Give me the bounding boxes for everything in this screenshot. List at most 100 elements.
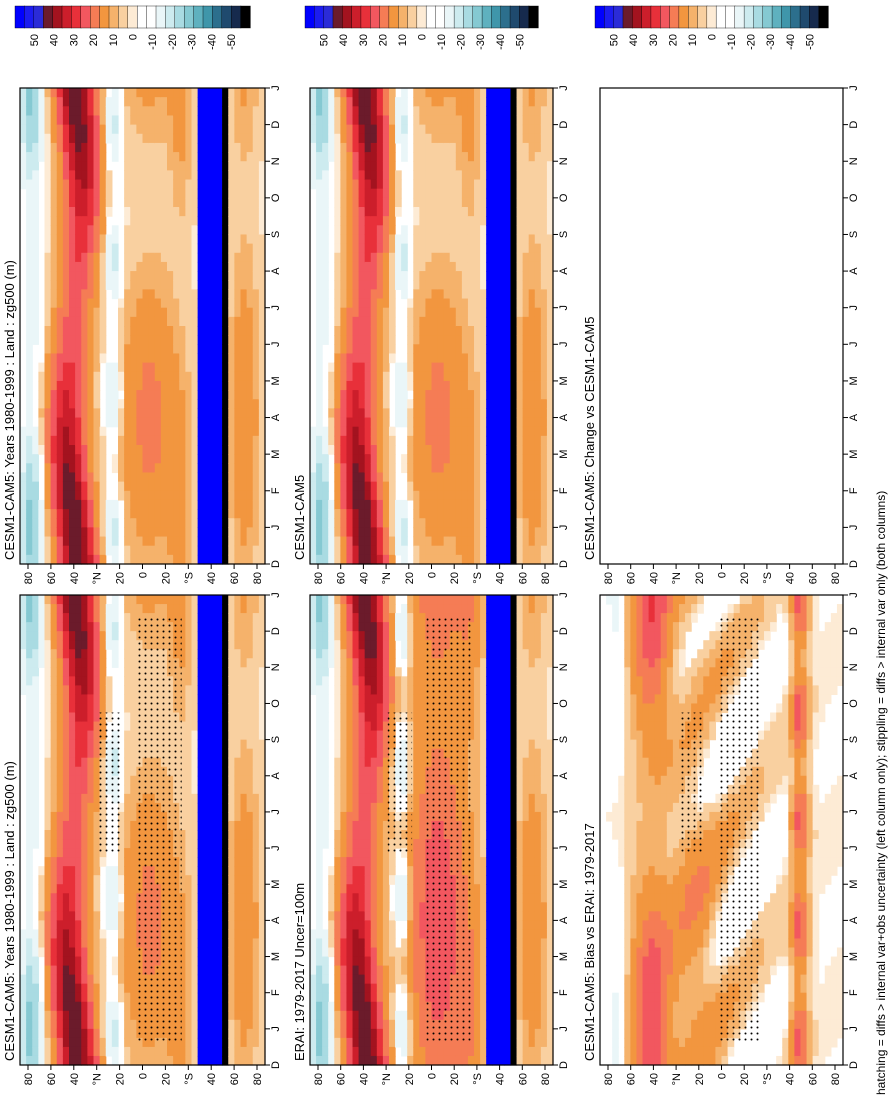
heat-cell (32, 983, 39, 994)
heat-cell (352, 956, 360, 967)
heat-cell (364, 839, 372, 849)
heat-cell (50, 893, 58, 903)
heat-cell (160, 472, 168, 483)
heat-cell (44, 775, 52, 786)
heat-cell (234, 730, 242, 741)
heat-cell (50, 298, 58, 309)
heat-cell (252, 88, 260, 98)
heat-cell (246, 631, 254, 641)
heat-cell (364, 866, 372, 876)
heat-cell (130, 956, 137, 967)
heat-cell (136, 188, 144, 199)
heat-cell (105, 884, 113, 894)
lat-tick-label: 80 (23, 572, 35, 584)
heat-cell (203, 426, 211, 437)
heat-cell (346, 992, 354, 1003)
heat-cell (93, 920, 101, 931)
heat-cell (228, 712, 235, 723)
heat-cell (50, 326, 58, 336)
heat-cell (240, 280, 248, 290)
heat-cell (407, 658, 414, 668)
heat-cell (179, 992, 186, 1003)
heat-cell (179, 280, 186, 290)
heat-cell (340, 595, 348, 605)
heat-cell (81, 207, 88, 217)
heat-cell (87, 920, 95, 931)
heat-cell (197, 545, 205, 556)
heat-cell (240, 685, 248, 696)
heat-cell (258, 161, 266, 171)
heat-cell (62, 97, 70, 107)
heat-cell (252, 261, 260, 272)
heat-cell (44, 417, 52, 428)
heat-cell (203, 527, 211, 538)
heat-cell (185, 179, 193, 190)
heat-cell (340, 866, 348, 876)
heat-cell (197, 161, 205, 171)
heat-cell (167, 380, 174, 391)
heat-cell (130, 595, 137, 605)
heat-cell (56, 490, 64, 501)
heat-cell (136, 472, 144, 483)
heat-cell (401, 676, 408, 686)
heat-cell (136, 454, 144, 464)
heat-cell (252, 362, 260, 373)
heat-cell (124, 857, 131, 867)
heat-cell (316, 1037, 323, 1048)
heat-cell (69, 124, 76, 135)
heat-cell (376, 658, 384, 668)
heat-cell (185, 929, 193, 940)
heat-cell (407, 676, 414, 686)
heat-cell (75, 234, 82, 245)
heat-cell (142, 472, 150, 483)
heat-cell (185, 545, 193, 556)
heat-cell (197, 88, 205, 98)
heat-cell (62, 1001, 70, 1012)
heat-cell (32, 179, 39, 190)
heat-cell (185, 613, 193, 623)
heat-cell (246, 371, 254, 382)
heat-cell (234, 197, 242, 208)
heat-cell (32, 938, 39, 949)
heat-cell (26, 316, 33, 327)
heat-cell (209, 965, 217, 976)
heat-cell (228, 179, 235, 190)
heat-cell (203, 554, 211, 565)
heat-cell (209, 225, 217, 236)
heat-cell (185, 992, 193, 1003)
heat-cell (364, 956, 372, 967)
heat-cell (216, 399, 223, 409)
heat-cell (111, 362, 119, 373)
heat-cell (258, 983, 266, 994)
heat-cell (167, 216, 174, 226)
heat-cell (167, 271, 174, 281)
heat-cell (56, 527, 64, 538)
heat-cell (376, 929, 384, 940)
heat-cell (56, 793, 64, 804)
heat-cell (209, 956, 217, 967)
heat-cell (118, 983, 125, 994)
heat-cell (32, 775, 39, 786)
heat-cell (124, 1046, 131, 1057)
heat-cell (124, 947, 131, 958)
heat-cell (179, 703, 186, 714)
heat-cell (56, 133, 64, 144)
heat-cell (197, 820, 205, 831)
heat-cell (419, 1037, 427, 1048)
heat-cell (167, 353, 174, 364)
heat-cell (179, 362, 186, 373)
heat-cell (222, 820, 229, 831)
heat-cell (376, 613, 384, 623)
heat-cell (148, 1037, 156, 1048)
heat-cell (216, 261, 223, 272)
heat-cell (87, 902, 95, 912)
heat-cell (407, 595, 414, 605)
heat-cell (340, 676, 348, 686)
heat-cell (376, 712, 384, 723)
heat-cell (216, 380, 223, 391)
heat-cell (328, 920, 335, 931)
heat-cell (185, 371, 193, 382)
heat-cell (32, 216, 39, 226)
heat-cell (209, 344, 217, 355)
heat-cell (234, 335, 242, 345)
